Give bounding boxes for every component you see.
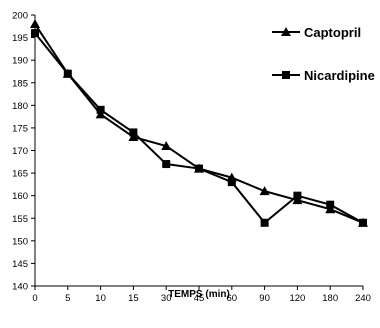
y-tick-label: 165 [12, 169, 28, 180]
data-point [161, 140, 172, 150]
data-point [95, 109, 106, 119]
y-tick-label: 150 [12, 236, 28, 247]
y-tick-label: 195 [12, 33, 28, 44]
data-point [325, 204, 336, 214]
x-tick-label: 90 [259, 293, 270, 304]
x-tick-label: 10 [95, 293, 106, 304]
x-tick-label: 60 [227, 293, 238, 304]
series-line [34, 23, 364, 224]
data-point [227, 178, 236, 187]
data-point [259, 186, 270, 196]
data-point [293, 191, 302, 200]
data-point [162, 160, 171, 169]
x-tick-label: 5 [65, 293, 70, 304]
data-point [31, 29, 39, 38]
y-tick-label: 170 [12, 146, 28, 157]
x-tick-label: 180 [322, 293, 338, 304]
y-tick-label: 180 [12, 101, 28, 112]
data-point [359, 218, 367, 227]
legend-marker [282, 71, 290, 79]
x-axis-ticks: 0 5 10 15 30 45 60 90 120 180 240 [32, 286, 371, 304]
x-axis-label: TEMPS (min) [168, 289, 230, 300]
chart-series [30, 19, 368, 227]
chart-axes [34, 15, 363, 287]
y-tick-label: 200 [12, 11, 28, 22]
chart-legend: Captopril Nicardipine [272, 25, 375, 83]
y-tick-label: 175 [12, 123, 28, 134]
data-point [129, 128, 138, 137]
x-tick-label: 120 [289, 293, 305, 304]
x-tick-label: 45 [194, 293, 205, 304]
y-tick-label: 190 [12, 56, 28, 67]
y-tick-label: 185 [12, 78, 28, 89]
legend-item: Nicardipine [272, 68, 375, 83]
y-tick-label: 140 [12, 282, 28, 293]
x-tick-label: 15 [128, 293, 139, 304]
data-point [63, 69, 72, 78]
data-point [260, 218, 269, 227]
legend-marker [281, 27, 291, 36]
data-point [128, 131, 139, 141]
data-point [292, 195, 303, 205]
legend-label: Nicardipine [304, 68, 375, 83]
x-tick-label: 240 [355, 293, 371, 304]
y-tick-label: 155 [12, 214, 28, 225]
y-tick-label: 160 [12, 191, 28, 202]
legend-item: Captopril [272, 25, 361, 40]
data-point [326, 200, 335, 209]
data-point [30, 19, 40, 29]
data-point [96, 105, 105, 114]
y-axis-ticks: 140 145 150 155 160 165 170 175 180 185 190 195 200 [12, 11, 35, 293]
series-nicardipine [31, 29, 367, 227]
x-tick-label: 30 [161, 293, 172, 304]
y-tick-label: 145 [12, 259, 28, 270]
series-line [34, 32, 364, 225]
x-tick-label: 0 [32, 293, 37, 304]
series-captopril [30, 19, 368, 227]
data-point [195, 164, 203, 173]
legend-label: Captopril [304, 25, 361, 40]
